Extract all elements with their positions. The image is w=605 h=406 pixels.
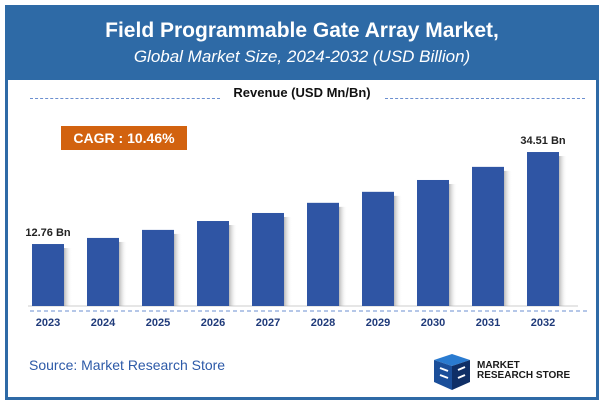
bar-shadow	[449, 183, 457, 306]
market-research-store-logo	[434, 354, 470, 390]
x-tick-label: 2027	[256, 317, 280, 329]
chart-title: Field Programmable Gate Array Market,	[105, 19, 499, 42]
data-label: 12.76 Bn	[25, 227, 71, 239]
bar-2029	[362, 191, 394, 306]
divider-right	[385, 98, 585, 99]
logo-text: MARKET RESEARCH STORE	[477, 360, 571, 381]
bar-shadow	[394, 195, 402, 306]
bar-2032	[527, 152, 559, 306]
cagr-badge: CAGR : 10.46%	[61, 126, 187, 150]
bar-shadow	[504, 170, 512, 306]
chart-header: Field Programmable Gate Array Market, Gl…	[8, 8, 596, 80]
bar-shadow	[174, 233, 182, 306]
x-tick-label: 2030	[421, 317, 445, 329]
chart-subtitle: Global Market Size, 2024-2032 (USD Billi…	[133, 47, 471, 66]
bar-2024	[87, 237, 119, 306]
source-text: Source: Market Research Store	[29, 357, 226, 373]
bar-2030	[417, 179, 449, 306]
bar-shadow	[284, 216, 292, 306]
bar-shadow	[119, 241, 127, 306]
x-tick-label: 2023	[36, 317, 60, 329]
bar-2026	[197, 221, 229, 306]
bar-2023	[32, 244, 64, 306]
data-label: 34.51 Bn	[520, 135, 566, 147]
x-tick-label: 2029	[366, 317, 390, 329]
bar-2028	[307, 202, 339, 306]
x-tick-label: 2031	[476, 317, 500, 329]
bar-shadow	[64, 248, 72, 306]
bar-shadow	[229, 225, 237, 306]
bar-shadow	[559, 156, 567, 306]
bar-2031	[472, 166, 504, 306]
x-tick-label: 2024	[91, 317, 116, 329]
x-tick-label: 2025	[146, 317, 170, 329]
x-tick-label: 2026	[201, 317, 225, 329]
bar-2027	[252, 212, 284, 306]
bar-shadow	[339, 206, 347, 306]
x-tick-label: 2032	[531, 317, 555, 329]
divider-left	[30, 98, 220, 99]
revenue-label: Revenue (USD Mn/Bn)	[233, 85, 371, 100]
bar-2025	[142, 229, 174, 306]
x-tick-label: 2028	[311, 317, 335, 329]
